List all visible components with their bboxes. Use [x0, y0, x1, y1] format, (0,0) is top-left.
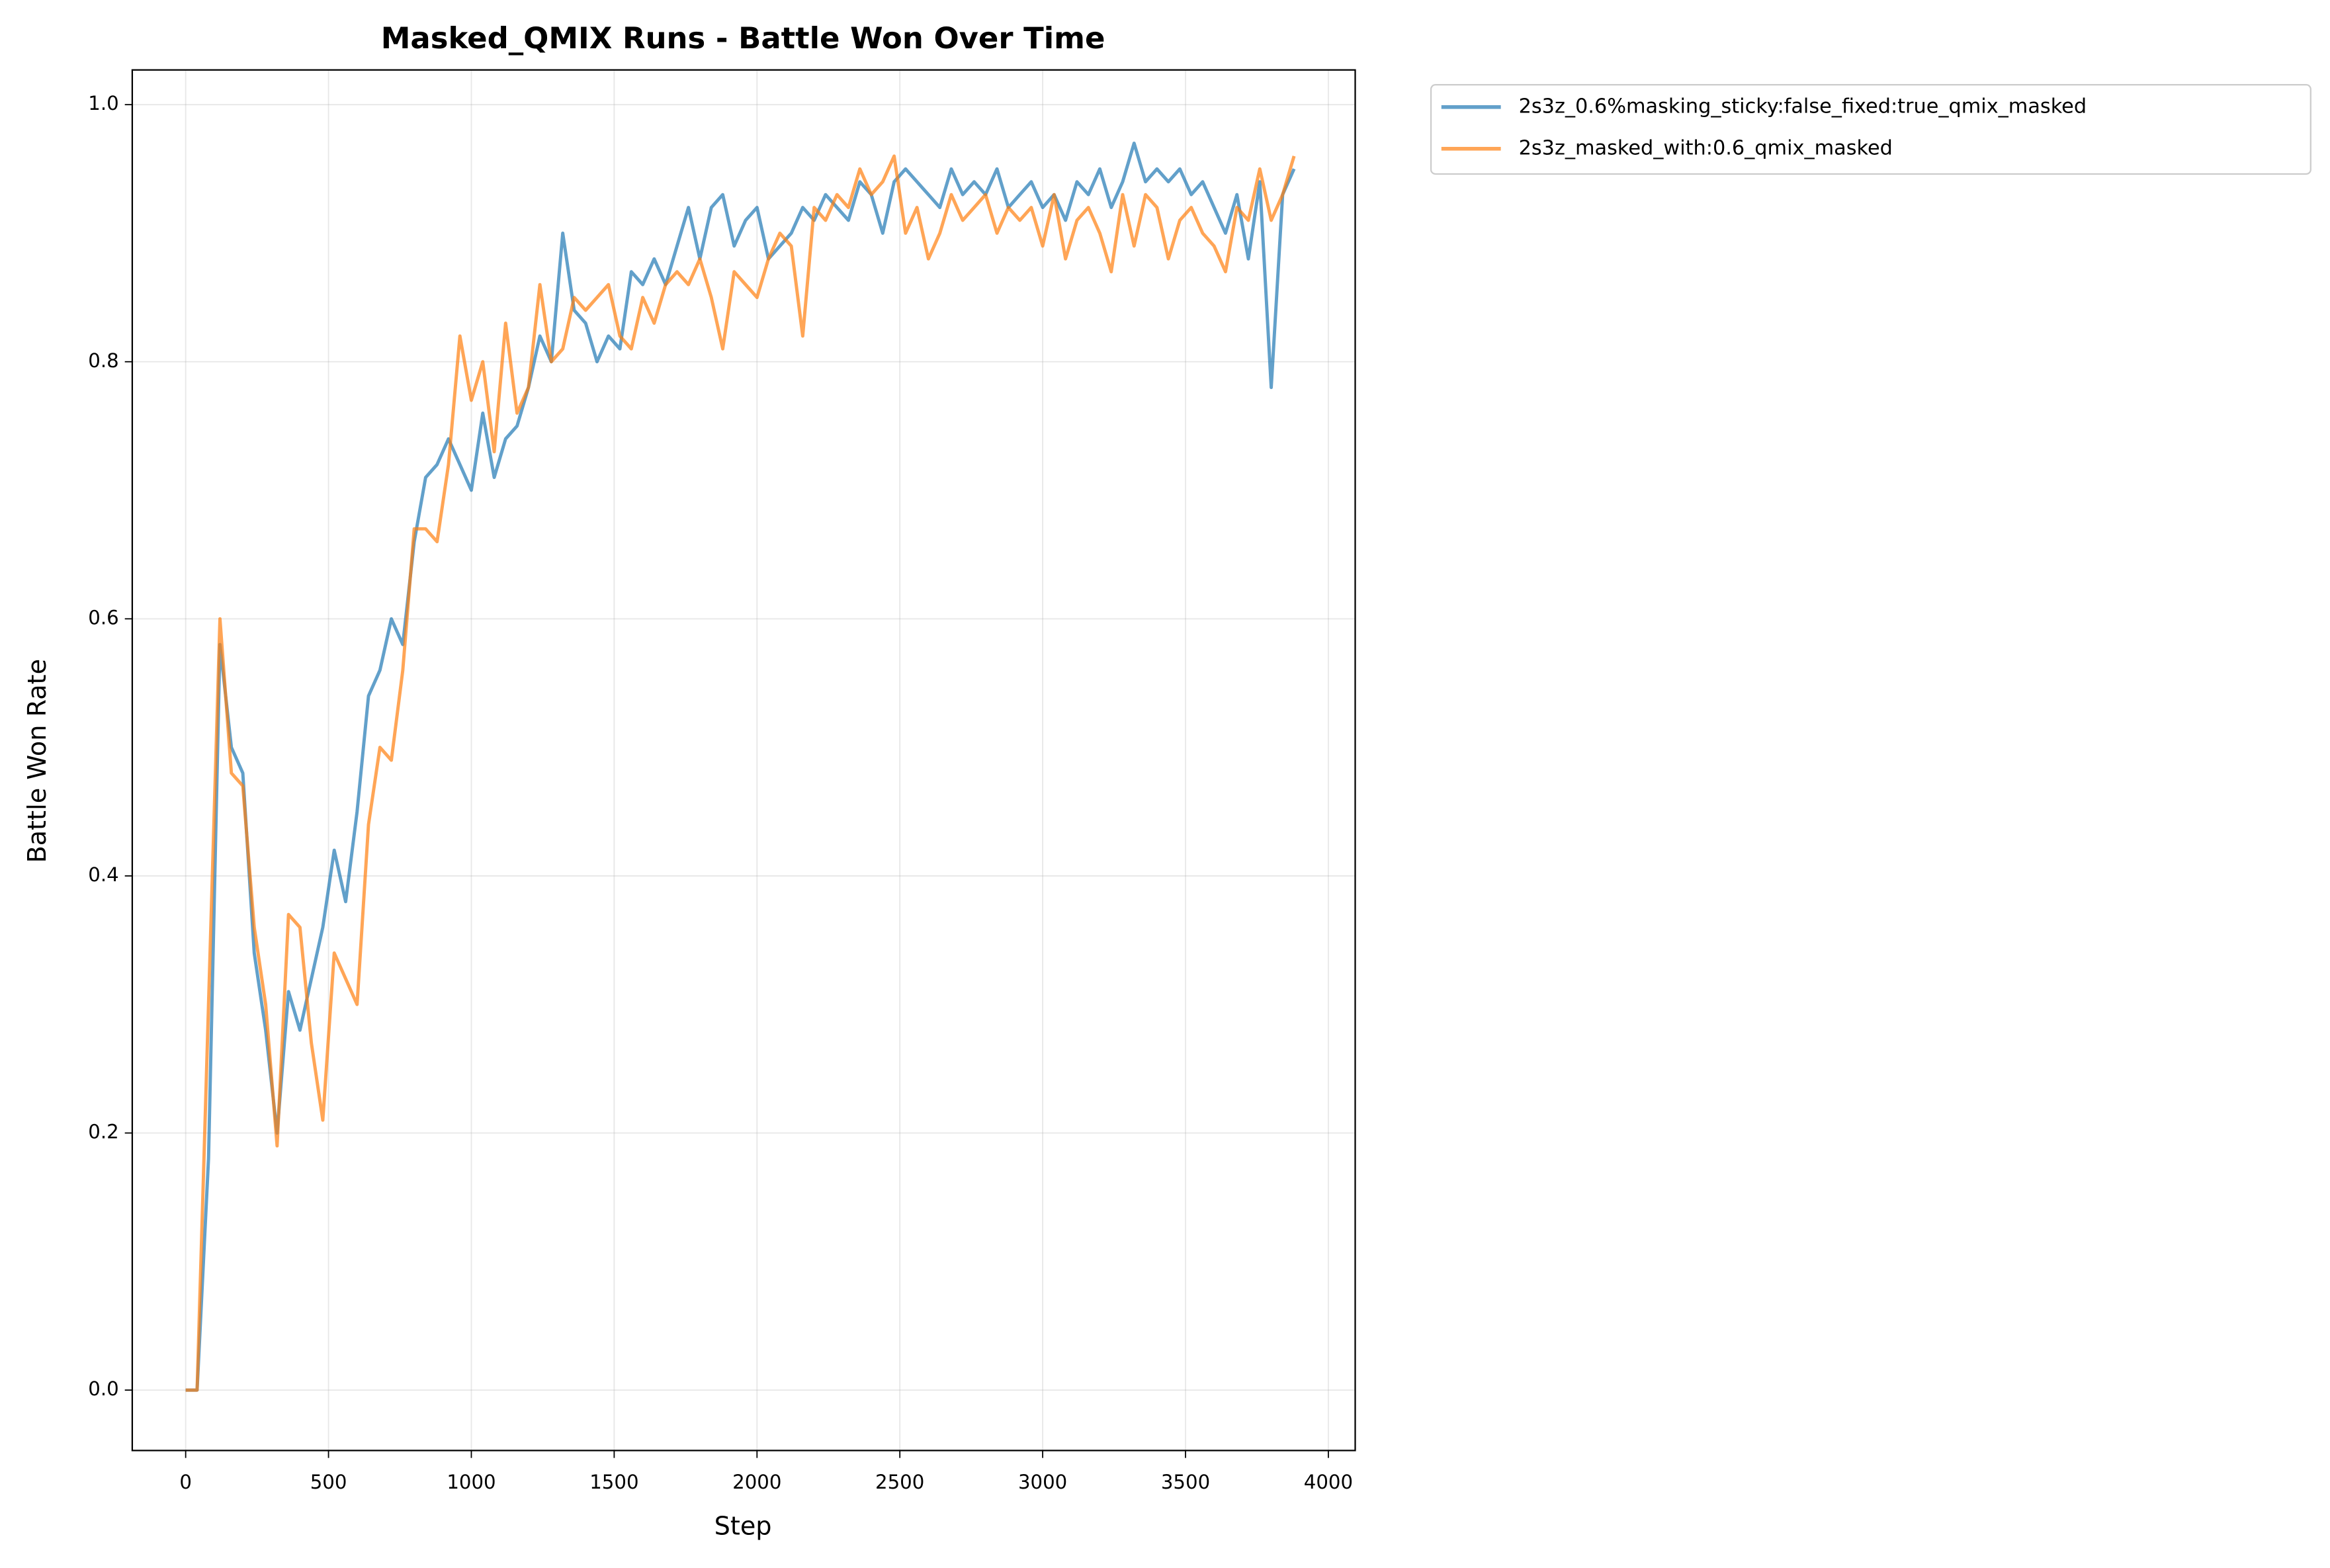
x-tick-label: 1000	[447, 1471, 496, 1493]
legend-box	[1430, 84, 2311, 175]
legend-label: 2s3z_0.6%masking_sticky:false_fixed:true…	[1519, 95, 2087, 118]
plot-lines	[185, 141, 1296, 1392]
x-tick-label: 4000	[1304, 1471, 1353, 1493]
y-tick-label: 0.8	[88, 349, 118, 372]
x-tick-label: 0	[179, 1471, 192, 1493]
grid	[132, 69, 1356, 1451]
x-tick-label: 3500	[1161, 1471, 1210, 1493]
x-tick-label: 500	[310, 1471, 347, 1493]
y-axis-label: Battle Won Rate	[23, 659, 52, 863]
y-tick-label: 0.2	[88, 1121, 118, 1143]
y-tick-label: 0.0	[88, 1377, 118, 1400]
x-tick-label: 2500	[875, 1471, 924, 1493]
y-tick-label: 0.6	[88, 606, 118, 629]
y-tick-label: 0.4	[88, 863, 118, 886]
x-axis-label: Step	[714, 1512, 772, 1542]
axes: 0 500 1000 1500 2000 2500 3000 3500 4000 0.0 0.2 0.…	[88, 92, 1353, 1493]
legend: 2s3z_0.6%masking_sticky:false_fixed:true…	[1430, 84, 2311, 175]
x-tick-label: 1500	[589, 1471, 638, 1493]
legend-label: 2s3z_masked_with:0.6_qmix_masked	[1519, 136, 1893, 159]
series-line	[185, 141, 1296, 1392]
plot-frame	[131, 69, 1356, 1452]
x-tick-label: 2000	[732, 1471, 781, 1493]
chart-title: Masked_QMIX Runs - Battle Won Over Time	[381, 21, 1105, 56]
y-tick-label: 1.0	[88, 92, 118, 114]
series-line	[185, 154, 1296, 1392]
x-tick-label: 3000	[1018, 1471, 1067, 1493]
